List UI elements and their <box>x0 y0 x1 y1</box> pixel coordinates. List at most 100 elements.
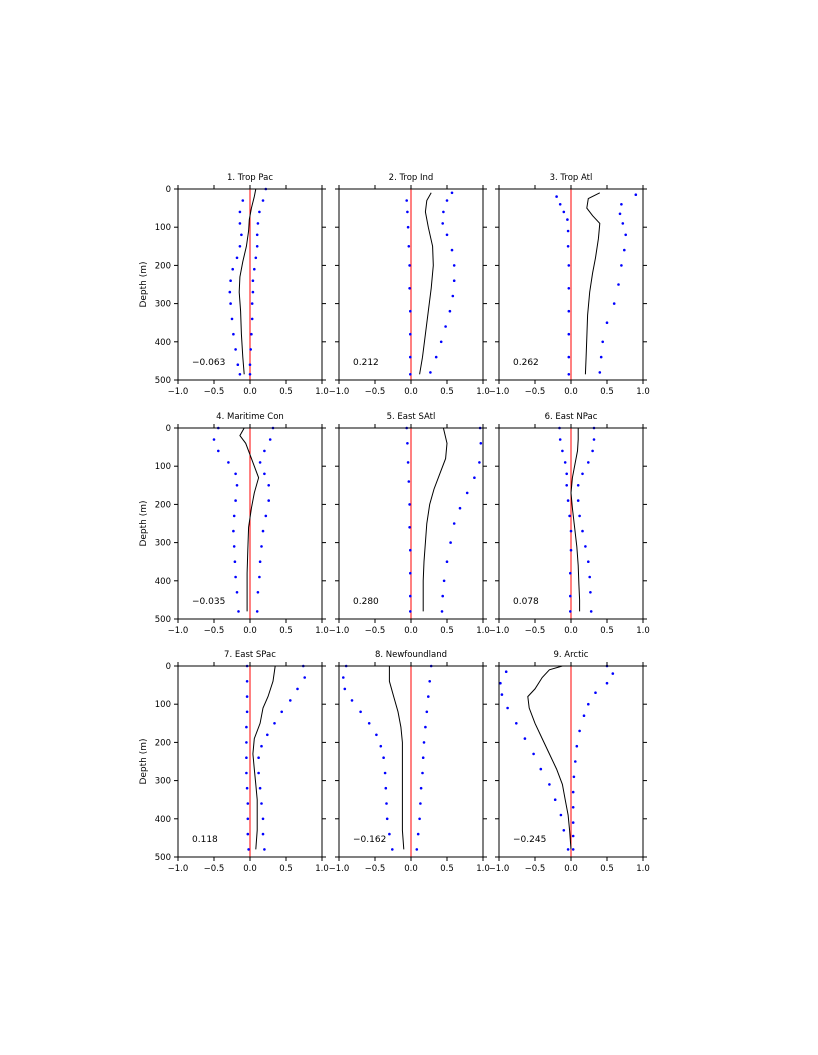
confidence-dot <box>409 594 412 598</box>
confidence-dot <box>465 491 469 495</box>
correlation-value: 0.118 <box>192 835 218 845</box>
confidence-dot <box>280 710 284 714</box>
confidence-dot <box>428 680 432 683</box>
confidence-dot <box>212 438 216 441</box>
confidence-dot <box>576 499 580 502</box>
confidence-dot <box>587 461 590 464</box>
confidence-dot <box>566 499 570 502</box>
confidence-dot <box>241 199 245 202</box>
confidence-dot <box>409 548 412 552</box>
confidence-dot <box>598 371 602 374</box>
confidence-dot <box>264 514 268 518</box>
confidence-dot <box>425 710 429 714</box>
confidence-dot <box>478 461 481 464</box>
y-tick-label: 300 <box>155 539 171 549</box>
confidence-dot <box>245 756 248 759</box>
confidence-dot <box>452 522 456 525</box>
x-tick-label: −0.5 <box>365 387 386 397</box>
confidence-dot <box>245 771 248 775</box>
confidence-dot <box>233 560 237 563</box>
confidence-dot <box>261 817 265 821</box>
lower-bound-dots <box>555 195 571 376</box>
panel-title: 2. Trop Ind <box>389 173 434 183</box>
confidence-dot <box>359 710 362 714</box>
mean-profile-line <box>419 192 434 375</box>
confidence-dot <box>620 203 623 206</box>
confidence-dot <box>260 744 263 748</box>
confidence-dot <box>234 348 237 351</box>
confidence-dot <box>246 817 250 821</box>
confidence-dot <box>618 212 622 216</box>
upper-bound-dots <box>255 426 275 613</box>
confidence-dot <box>623 248 626 252</box>
panel-9: −1.0 −0.5 0.0 0.5 1.0 9. Arctic −0.245 <box>489 650 650 874</box>
confidence-dot <box>424 725 427 729</box>
confidence-dot <box>561 449 564 453</box>
confidence-dot <box>256 591 260 594</box>
confidence-dot <box>450 191 454 195</box>
x-tick-label: −1.0 <box>168 626 189 636</box>
mean-profile-line <box>252 665 276 850</box>
x-tick-label: −1.0 <box>489 626 510 636</box>
confidence-dot <box>422 741 426 744</box>
confidence-dot <box>232 332 235 336</box>
confidence-dot <box>555 195 558 198</box>
y-tick-label: 300 <box>155 777 171 787</box>
x-tick-label: 0.5 <box>440 387 454 397</box>
confidence-dot <box>578 729 581 733</box>
confidence-dot <box>232 529 235 533</box>
confidence-dot <box>578 514 581 518</box>
mean-profile-line <box>422 427 448 612</box>
confidence-dot <box>406 210 409 214</box>
y-tick-label: 0 <box>166 424 171 434</box>
confidence-dot <box>569 548 573 552</box>
panel-6: −1.0 −0.5 0.0 0.5 1.0 6. East NPac 0.078 <box>489 412 650 636</box>
confidence-dot <box>558 203 562 206</box>
x-tick-label: −0.5 <box>525 387 546 397</box>
confidence-dot <box>620 264 623 267</box>
confidence-dot <box>258 210 261 214</box>
x-tick-label: 1.0 <box>636 864 650 874</box>
confidence-dot <box>260 545 263 548</box>
confidence-dot <box>379 744 383 748</box>
y-tick-label: 100 <box>155 462 171 472</box>
confidence-dot <box>592 438 596 441</box>
confidence-dot <box>450 248 454 252</box>
confidence-dot <box>255 233 259 237</box>
confidence-dot <box>388 832 391 836</box>
confidence-dot <box>289 699 292 702</box>
confidence-dot <box>245 710 249 714</box>
confidence-dot <box>591 449 594 453</box>
x-tick-label: −1.0 <box>329 864 350 874</box>
panel-1: −1.0 −0.5 0.0 0.5 1.0 0 100 200 300 400 500 Depth (… <box>139 173 329 397</box>
x-tick-label: −1.0 <box>168 864 189 874</box>
confidence-dot <box>567 287 571 290</box>
confidence-dot <box>375 733 378 737</box>
mean-profile-line <box>527 665 572 850</box>
confidence-dot <box>303 676 307 679</box>
confidence-dot <box>581 529 584 533</box>
x-tick-label: 1.0 <box>476 626 490 636</box>
confidence-dot <box>572 775 576 779</box>
confidence-dot <box>235 591 239 594</box>
confidence-dot <box>250 332 253 336</box>
panel-2: −1.0 −0.5 0.0 0.5 1.0 2. Trop Ind 0.212 <box>329 173 490 397</box>
confidence-dot <box>232 545 236 548</box>
confidence-dot <box>228 290 232 294</box>
confidence-dot <box>408 526 411 529</box>
confidence-dot <box>567 309 571 313</box>
confidence-dot <box>229 302 232 305</box>
confidence-dot <box>584 545 587 548</box>
confidence-dot <box>444 325 447 328</box>
confidence-dot <box>589 591 592 594</box>
confidence-dot <box>251 279 255 283</box>
x-tick-label: 1.0 <box>636 387 650 397</box>
y-tick-label: 0 <box>166 185 171 195</box>
x-tick-label: −1.0 <box>329 387 350 397</box>
y-axis-label: Depth (m) <box>139 738 149 784</box>
confidence-dot <box>245 695 249 698</box>
x-tick-label: 1.0 <box>636 626 650 636</box>
confidence-dot <box>559 813 563 817</box>
upper-bound-dots <box>415 664 433 851</box>
panel-title: 4. Maritime Con <box>216 412 284 422</box>
